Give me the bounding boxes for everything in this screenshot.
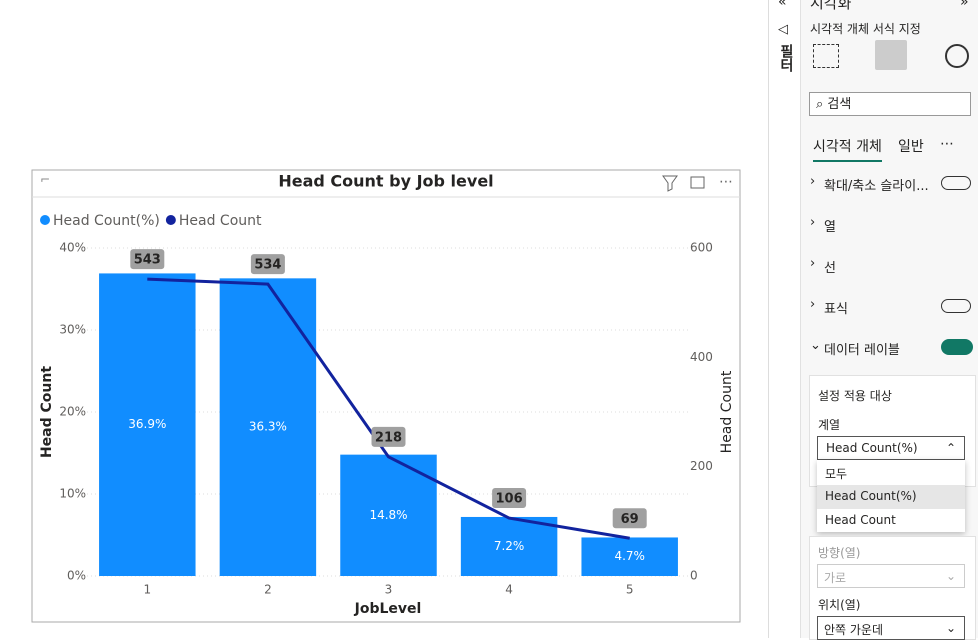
bar — [340, 454, 437, 576]
more-icon[interactable]: ⋯ — [719, 174, 733, 190]
toggle-off[interactable] — [941, 176, 971, 190]
series-selected: Head Count(%) — [826, 441, 918, 455]
y2-tick-label: 200 — [690, 459, 713, 473]
y-tick-label: 30% — [59, 323, 86, 337]
line-label: 218 — [375, 430, 402, 445]
section-header[interactable]: 선 — [824, 261, 836, 276]
line-label: 106 — [496, 492, 523, 507]
chevron: › — [810, 174, 816, 189]
chevron: ⌄ — [810, 338, 821, 353]
y-axis-title: Head Count — [39, 366, 55, 458]
chart-title: Head Count by Job level — [278, 172, 493, 191]
bar-label: 7.2% — [494, 539, 525, 553]
y2-tick-label: 0 — [690, 569, 698, 583]
focus-icon[interactable] — [690, 176, 705, 189]
dropdown-option[interactable]: 모두 — [825, 467, 848, 481]
dropdown-option[interactable]: Head Count — [825, 513, 896, 527]
x-tick-label: 1 — [143, 583, 151, 597]
position-label: 위치(열) — [818, 598, 861, 612]
data-label-box — [492, 488, 527, 509]
x-tick-label: 2 — [264, 583, 272, 597]
filter-icon[interactable] — [662, 175, 678, 192]
toggle-on[interactable] — [941, 339, 973, 355]
data-label-box — [612, 508, 647, 529]
data-label-box — [250, 254, 285, 275]
pane-divider — [768, 0, 769, 638]
legend-marker — [40, 215, 50, 225]
series-dropdown[interactable]: Head Count(%) ⌃ — [817, 436, 965, 460]
chevron: › — [810, 297, 816, 312]
toggle-off[interactable] — [941, 299, 971, 313]
x-tick-label: 4 — [505, 583, 513, 597]
direction-label: 방향(열) — [818, 546, 861, 560]
y-tick-label: 40% — [59, 241, 86, 255]
format-icon[interactable] — [875, 40, 907, 70]
bar — [99, 273, 196, 576]
expand-icon[interactable]: » — [960, 0, 969, 10]
legend-label: Head Count — [179, 213, 262, 229]
search-placeholder: 검색 — [827, 97, 852, 112]
y-tick-label: 10% — [59, 487, 86, 501]
bar-label: 36.3% — [249, 420, 287, 434]
y-tick-label: 20% — [59, 405, 86, 419]
line-label: 534 — [254, 258, 281, 273]
pane-subtitle: 시각적 개체 서식 지정 — [810, 22, 921, 36]
line-label: 543 — [134, 253, 161, 268]
filter-tab[interactable]: 필터 — [778, 44, 794, 72]
filter-arrow[interactable]: ◁ — [778, 22, 788, 37]
bar-label: 4.7% — [614, 549, 645, 563]
pane-header: 시각화 — [810, 0, 852, 12]
legend-marker — [165, 215, 176, 225]
build-icon[interactable] — [813, 44, 839, 68]
tab[interactable]: ⋯ — [940, 136, 954, 152]
y-tick-label: 0% — [67, 569, 86, 583]
report-canvas: Head Count by Job level ⋯ ⌐ 0% 10% 20% 30% 4… — [31, 169, 741, 623]
chevron: › — [810, 256, 816, 271]
resize-handle[interactable]: ⌐ — [40, 173, 50, 187]
line — [147, 277, 630, 540]
section-header[interactable]: 표식 — [824, 302, 848, 317]
apply-to-label: 설정 적용 대상 — [818, 389, 892, 403]
direction-value: 가로 — [824, 571, 847, 585]
data-label-box — [130, 249, 165, 270]
bar-label: 14.8% — [369, 508, 407, 522]
search-box[interactable]: ⌕ 검색 — [809, 92, 971, 116]
collapse-icon[interactable]: « — [778, 0, 787, 10]
bar-label: 36.9% — [128, 417, 166, 431]
series-label: 계열 — [818, 418, 841, 432]
y2-tick-label: 400 — [690, 350, 713, 364]
direction-dropdown[interactable]: 가로 ⌄ — [817, 564, 965, 588]
bar — [581, 537, 678, 576]
tab[interactable]: 일반 — [898, 139, 924, 155]
tab[interactable]: 시각적 개체 — [813, 136, 882, 162]
dropdown-option[interactable]: Head Count(%) — [817, 485, 965, 509]
legend-label: Head Count(%) — [53, 213, 160, 229]
section-header[interactable]: 데이터 레이블 — [824, 343, 900, 358]
y2-tick-label: 600 — [690, 241, 713, 255]
section-header[interactable]: 확대/축소 슬라이... — [824, 179, 929, 194]
x-tick-label: 3 — [385, 583, 393, 597]
data-label-box — [371, 426, 406, 447]
analytics-icon[interactable] — [945, 44, 969, 68]
x-tick-label: 5 — [626, 583, 634, 597]
position-dropdown[interactable]: 안쪽 가운데 ⌄ — [817, 616, 965, 640]
chevron: › — [810, 215, 816, 230]
line-label: 69 — [621, 512, 639, 527]
x-axis-title: JobLevel — [354, 601, 422, 617]
y2-axis-title: Head Count — [719, 370, 735, 453]
bar — [460, 516, 558, 576]
section-header[interactable]: 열 — [824, 220, 836, 235]
position-value: 안쪽 가운데 — [824, 623, 884, 637]
